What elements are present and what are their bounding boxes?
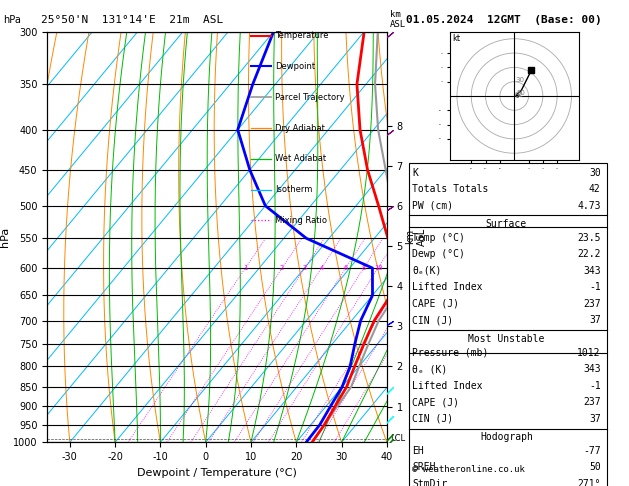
Text: CAPE (J): CAPE (J)	[412, 299, 459, 309]
Y-axis label: km
ASL: km ASL	[406, 228, 427, 246]
Text: 237: 237	[583, 397, 601, 407]
Text: 22.2: 22.2	[577, 249, 601, 260]
Text: Surface: Surface	[486, 219, 527, 229]
Text: Pressure (mb): Pressure (mb)	[412, 347, 488, 358]
Text: 23.5: 23.5	[577, 233, 601, 243]
Text: 92: 92	[514, 92, 523, 99]
Text: © weatheronline.co.uk: © weatheronline.co.uk	[412, 465, 525, 474]
Text: PW (cm): PW (cm)	[412, 201, 453, 210]
Text: Hodograph: Hodograph	[480, 432, 533, 442]
Text: 1: 1	[243, 265, 248, 271]
Text: 4.73: 4.73	[577, 201, 601, 210]
Y-axis label: hPa: hPa	[0, 227, 10, 247]
Text: 1012: 1012	[577, 347, 601, 358]
Text: CIN (J): CIN (J)	[412, 414, 453, 424]
Text: Lifted Index: Lifted Index	[412, 381, 482, 391]
Text: Temp (°C): Temp (°C)	[412, 233, 465, 243]
Text: km
ASL: km ASL	[390, 10, 406, 29]
Text: -77: -77	[583, 446, 601, 456]
Text: Dewp (°C): Dewp (°C)	[412, 249, 465, 260]
Text: 30: 30	[589, 168, 601, 177]
Text: Mixing Ratio: Mixing Ratio	[275, 216, 326, 225]
Text: θₑ(K): θₑ(K)	[412, 266, 442, 276]
Text: 343: 343	[583, 266, 601, 276]
Text: Isotherm: Isotherm	[275, 185, 312, 194]
Text: θₑ (K): θₑ (K)	[412, 364, 447, 374]
Text: 2: 2	[280, 265, 284, 271]
Text: 343: 343	[583, 364, 601, 374]
Text: 01.05.2024  12GMT  (Base: 00): 01.05.2024 12GMT (Base: 00)	[406, 15, 601, 25]
Text: -1: -1	[589, 381, 601, 391]
Text: 37: 37	[589, 315, 601, 326]
Text: Dry Adiabat: Dry Adiabat	[275, 123, 325, 133]
Text: LCL: LCL	[390, 434, 406, 443]
Text: Most Unstable: Most Unstable	[468, 333, 545, 344]
Text: Parcel Trajectory: Parcel Trajectory	[275, 93, 344, 102]
Text: hPa: hPa	[3, 15, 21, 25]
Text: 37: 37	[589, 414, 601, 424]
X-axis label: Dewpoint / Temperature (°C): Dewpoint / Temperature (°C)	[137, 468, 297, 478]
Text: Wet Adiabat: Wet Adiabat	[275, 155, 326, 163]
Text: kt: kt	[453, 35, 461, 43]
Text: 10: 10	[374, 265, 382, 271]
Text: EH: EH	[412, 446, 424, 456]
Text: 8: 8	[362, 265, 366, 271]
Text: Temperature: Temperature	[275, 31, 328, 40]
Text: 4: 4	[320, 265, 323, 271]
Text: 30: 30	[515, 77, 525, 83]
Text: K: K	[412, 168, 418, 177]
Text: 50: 50	[517, 89, 526, 96]
Text: 6: 6	[343, 265, 348, 271]
Text: SREH: SREH	[412, 463, 435, 472]
Text: CIN (J): CIN (J)	[412, 315, 453, 326]
Text: Totals Totals: Totals Totals	[412, 184, 488, 194]
Text: 3: 3	[303, 265, 307, 271]
Text: 42: 42	[589, 184, 601, 194]
Text: 271°: 271°	[577, 479, 601, 486]
Text: CAPE (J): CAPE (J)	[412, 397, 459, 407]
Text: 237: 237	[583, 299, 601, 309]
Text: Lifted Index: Lifted Index	[412, 282, 482, 293]
Text: 25°50'N  131°14'E  21m  ASL: 25°50'N 131°14'E 21m ASL	[41, 15, 223, 25]
Text: Dewpoint: Dewpoint	[275, 62, 315, 71]
Text: -1: -1	[589, 282, 601, 293]
Text: StmDir: StmDir	[412, 479, 447, 486]
Text: 50: 50	[589, 463, 601, 472]
